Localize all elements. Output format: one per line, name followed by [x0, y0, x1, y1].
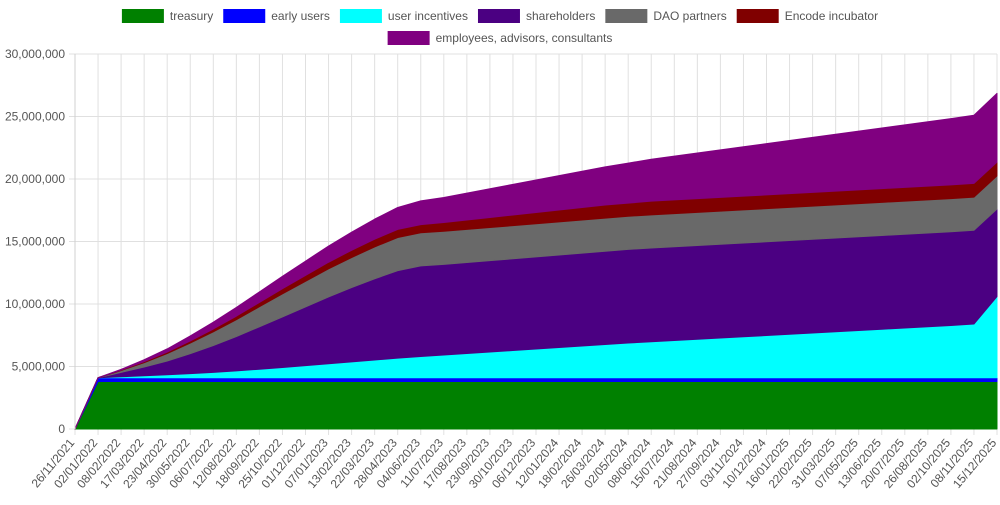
legend-item[interactable]: DAO partners — [605, 9, 727, 23]
legend-label: user incentives — [388, 9, 468, 23]
legend-swatch — [736, 9, 779, 23]
axes: 0 5,000,000 10,000,000 15,000,000 20,000,000… — [5, 47, 1000, 491]
y-tick-label: 20,000,000 — [5, 172, 65, 186]
y-tick-label: 10,000,000 — [5, 297, 65, 311]
legend-swatch — [339, 9, 382, 23]
y-tick-label: 0 — [58, 422, 65, 436]
legend[interactable]: treasury early users user incentives shareh… — [121, 9, 878, 45]
area-series-treasury — [74, 381, 998, 430]
legend-label: treasury — [170, 9, 213, 23]
legend-label: shareholders — [526, 9, 595, 23]
legend-swatch — [605, 9, 648, 23]
y-tick-label: 30,000,000 — [5, 47, 65, 61]
legend-item[interactable]: employees, advisors, consultants — [387, 31, 613, 45]
legend-item[interactable]: Encode incubator — [736, 9, 878, 23]
legend-label: early users — [271, 9, 330, 23]
legend-item[interactable]: user incentives — [339, 9, 468, 23]
legend-label: Encode incubator — [785, 9, 878, 23]
legend-item[interactable]: early users — [223, 9, 330, 23]
legend-swatch — [223, 9, 266, 23]
legend-swatch — [387, 31, 430, 45]
legend-label: DAO partners — [653, 9, 726, 23]
legend-swatch — [477, 9, 520, 23]
area-series-employees-advisors-consultants — [74, 92, 998, 430]
y-tick-label: 5,000,000 — [12, 360, 66, 374]
legend-label: employees, advisors, consultants — [436, 31, 613, 45]
legend-item[interactable]: shareholders — [477, 9, 595, 23]
legend-swatch — [121, 9, 164, 23]
plot-areas — [74, 92, 998, 430]
y-tick-label: 15,000,000 — [5, 235, 65, 249]
legend-item[interactable]: treasury — [121, 9, 213, 23]
y-tick-label: 25,000,000 — [5, 110, 65, 124]
